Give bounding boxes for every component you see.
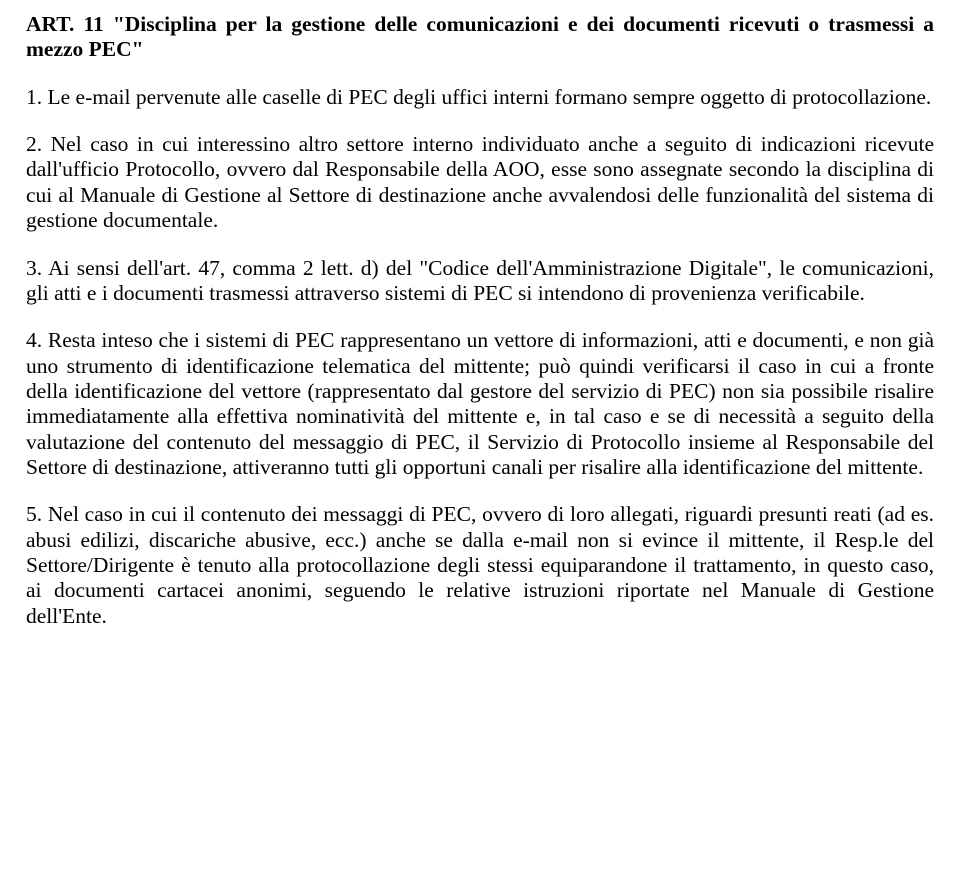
paragraph-5: 5. Nel caso in cui il contenuto dei mess… bbox=[26, 502, 934, 629]
article-title: ART. 11 "Disciplina per la gestione dell… bbox=[26, 12, 934, 63]
paragraph-1: 1. Le e-mail pervenute alle caselle di P… bbox=[26, 85, 934, 110]
paragraph-2: 2. Nel caso in cui interessino altro set… bbox=[26, 132, 934, 233]
document-page: ART. 11 "Disciplina per la gestione dell… bbox=[0, 0, 960, 884]
paragraph-4: 4. Resta inteso che i sistemi di PEC rap… bbox=[26, 328, 934, 480]
paragraph-3: 3. Ai sensi dell'art. 47, comma 2 lett. … bbox=[26, 256, 934, 307]
